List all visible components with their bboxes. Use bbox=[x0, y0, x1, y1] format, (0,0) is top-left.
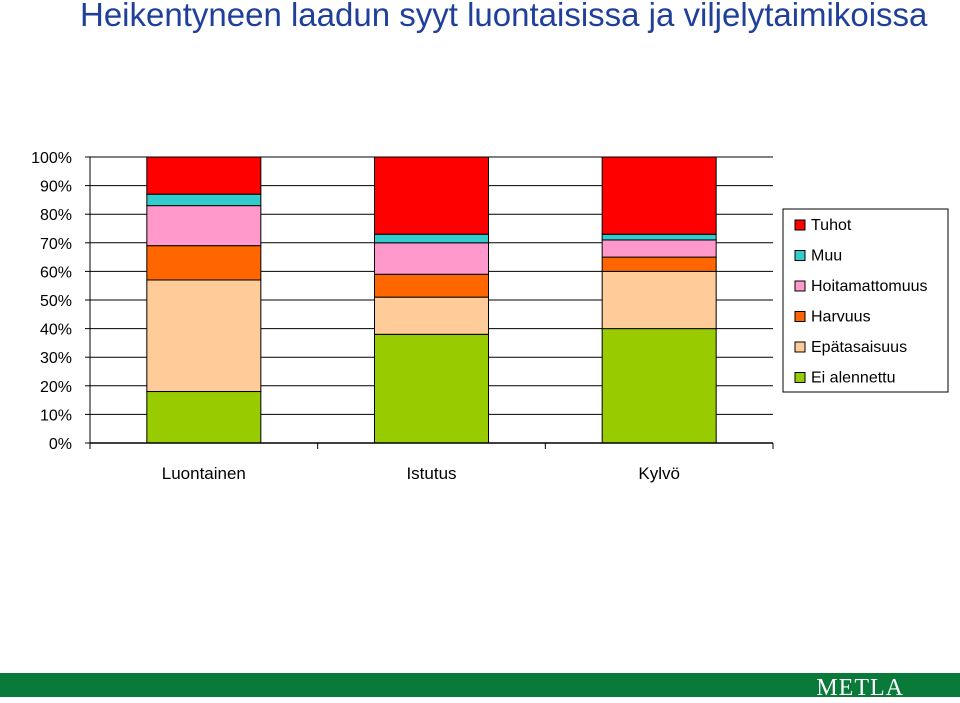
y-tick-label: 100% bbox=[31, 150, 72, 167]
category-label: Luontainen bbox=[162, 464, 246, 483]
bar-segment bbox=[601, 156, 717, 235]
bar-segment bbox=[601, 270, 717, 330]
bar-segment bbox=[146, 279, 262, 393]
bar-segment bbox=[146, 245, 262, 281]
bar-segment bbox=[146, 205, 262, 247]
y-tick-label: 0% bbox=[49, 436, 72, 453]
category-label: Kylvö bbox=[638, 464, 680, 483]
bar-segment bbox=[374, 233, 489, 244]
category-label: Istutus bbox=[406, 464, 456, 483]
bar-segment bbox=[374, 333, 489, 444]
chart-bars bbox=[146, 156, 717, 444]
bar-segment bbox=[146, 156, 262, 195]
legend-swatch bbox=[794, 219, 806, 231]
y-tick-label: 40% bbox=[40, 322, 72, 339]
bar-segment bbox=[374, 242, 489, 275]
legend-label: Harvuus bbox=[811, 309, 871, 326]
y-tick-label: 50% bbox=[40, 293, 72, 310]
y-tick-label: 80% bbox=[40, 207, 72, 224]
legend-box bbox=[782, 208, 949, 393]
bar-segment bbox=[146, 193, 262, 207]
y-tick-label: 10% bbox=[40, 407, 72, 424]
legend-swatch bbox=[794, 341, 806, 353]
metla-logo: METLA bbox=[816, 675, 904, 701]
bar-segment bbox=[374, 156, 489, 235]
chart-legend: Tuhot Muu Hoitamattomuus Harvuus Epätasaisuu… bbox=[782, 208, 949, 393]
bar-segment bbox=[601, 256, 717, 272]
bar-segment bbox=[374, 273, 489, 298]
y-tick-label: 30% bbox=[40, 350, 72, 367]
y-tick-label: 70% bbox=[40, 236, 72, 253]
y-tick-label: 20% bbox=[40, 379, 72, 396]
bar-segment bbox=[601, 328, 717, 444]
footer-bar: METLA bbox=[0, 673, 960, 701]
legend-label: Muu bbox=[811, 248, 842, 265]
legend-swatch bbox=[794, 372, 806, 383]
stacked-bar-chart: 0% 10% 20% 30% 40% 50% 60% 70% 80% 90% 100% Luontai… bbox=[31, 150, 949, 483]
legend-swatch bbox=[794, 280, 806, 292]
y-tick-label: 90% bbox=[40, 179, 72, 196]
bar-segment bbox=[146, 391, 262, 444]
page-title: Heikentyneen laadun syyt luontaisissa ja… bbox=[80, 0, 928, 33]
bar-segment bbox=[601, 239, 717, 258]
y-tick-label: 60% bbox=[40, 264, 72, 281]
bar-segment bbox=[601, 233, 717, 241]
chart-axes: 0% 10% 20% 30% 40% 50% 60% 70% 80% 90% 100% Luontai… bbox=[31, 150, 774, 483]
legend-label: Ei alennettu bbox=[811, 370, 896, 387]
legend-label: Epätasaisuus bbox=[811, 339, 907, 356]
legend-swatch bbox=[794, 311, 806, 322]
bar-segment bbox=[374, 296, 489, 335]
legend-swatch bbox=[794, 250, 806, 261]
legend-label: Hoitamattomuus bbox=[811, 278, 928, 295]
legend-label: Tuhot bbox=[811, 217, 852, 234]
